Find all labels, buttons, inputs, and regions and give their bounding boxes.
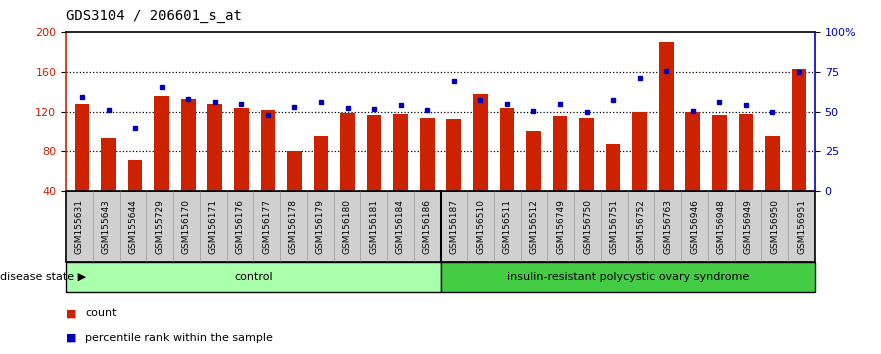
Text: insulin-resistant polycystic ovary syndrome: insulin-resistant polycystic ovary syndr… [507,272,749,282]
Bar [473,93,488,191]
Bar [447,119,461,191]
Text: GSM155644: GSM155644 [129,199,137,254]
Bar [261,109,275,191]
Text: GSM156179: GSM156179 [315,199,325,254]
Bar [234,108,248,191]
Text: GSM156946: GSM156946 [690,199,700,254]
Text: ■: ■ [66,308,77,318]
Text: GSM156170: GSM156170 [181,199,191,254]
Text: GSM155729: GSM155729 [155,199,164,254]
Text: GSM156180: GSM156180 [343,199,352,254]
Bar [526,131,541,191]
Bar [659,42,673,191]
Bar [792,69,806,191]
Text: GSM156949: GSM156949 [744,199,752,254]
Text: count: count [85,308,117,318]
Bar [101,138,116,191]
Bar [765,136,780,191]
Text: GSM156950: GSM156950 [770,199,780,254]
Bar [552,116,567,191]
Bar [366,115,381,191]
Text: GSM156184: GSM156184 [396,199,405,254]
Text: GSM156512: GSM156512 [529,199,538,254]
Bar [154,96,169,191]
Bar [181,98,196,191]
Text: GSM156178: GSM156178 [289,199,298,254]
Text: GSM156751: GSM156751 [610,199,618,254]
Text: GSM155643: GSM155643 [101,199,111,254]
Text: GSM155631: GSM155631 [75,199,84,254]
Text: GSM156750: GSM156750 [583,199,592,254]
Text: GDS3104 / 206601_s_at: GDS3104 / 206601_s_at [66,9,242,23]
Text: GSM156187: GSM156187 [449,199,458,254]
Text: GSM156181: GSM156181 [369,199,378,254]
Text: GSM156763: GSM156763 [663,199,672,254]
Bar [606,144,620,191]
Text: GSM156951: GSM156951 [797,199,806,254]
Text: GSM156948: GSM156948 [717,199,726,254]
Text: percentile rank within the sample: percentile rank within the sample [85,333,273,343]
Text: GSM156752: GSM156752 [637,199,646,254]
Bar [128,160,143,191]
Text: disease state ▶: disease state ▶ [0,272,86,282]
Text: GSM156171: GSM156171 [209,199,218,254]
Bar [500,108,515,191]
Bar [340,113,355,191]
Bar [75,103,89,191]
Text: GSM156186: GSM156186 [423,199,432,254]
Text: control: control [234,272,272,282]
Bar [420,119,434,191]
Bar [712,115,727,191]
Bar [685,112,700,191]
Bar [393,114,408,191]
Bar [314,136,329,191]
Text: GSM156511: GSM156511 [503,199,512,254]
Text: GSM156510: GSM156510 [476,199,485,254]
Text: GSM156176: GSM156176 [235,199,244,254]
Text: ■: ■ [66,333,77,343]
Bar [633,112,647,191]
Bar [287,152,302,191]
Text: GSM156177: GSM156177 [263,199,271,254]
Bar [579,119,594,191]
Bar [738,114,753,191]
Text: GSM156749: GSM156749 [556,199,566,254]
Bar [208,103,222,191]
